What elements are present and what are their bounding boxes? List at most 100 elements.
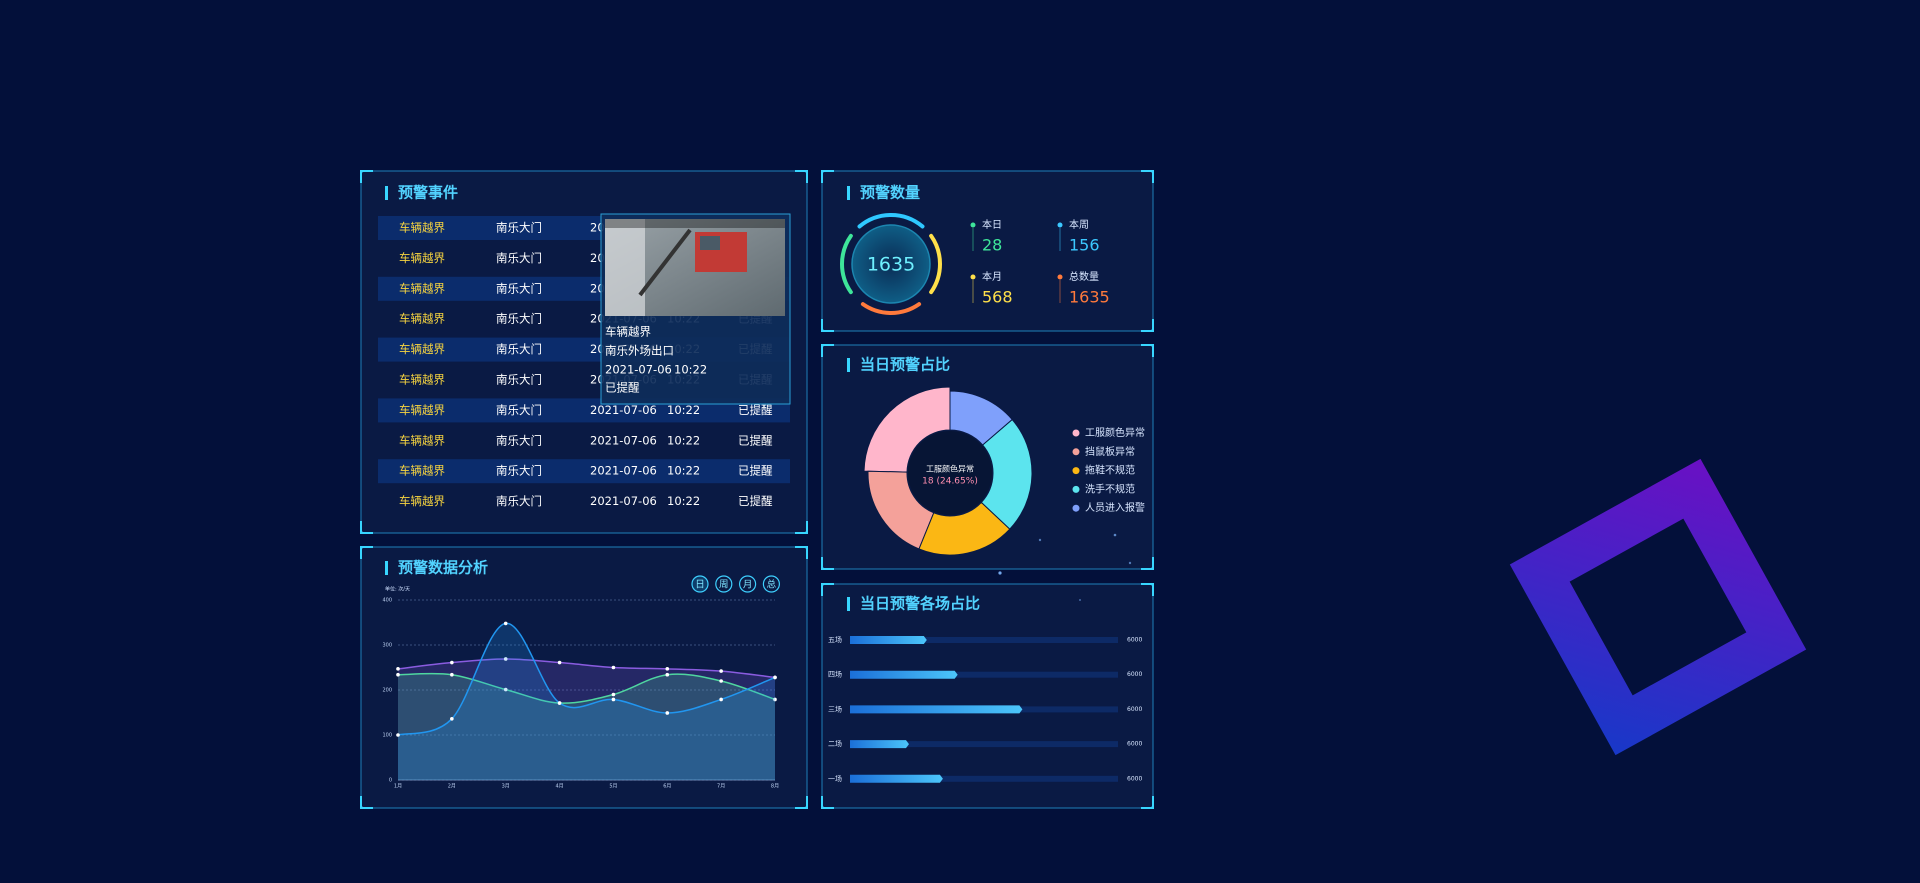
panel-title: 预警数量 <box>860 184 920 202</box>
title-marker <box>847 186 850 200</box>
title-marker <box>847 597 850 611</box>
legend-dot <box>1072 485 1080 493</box>
x-tick-label: 4月 <box>555 784 563 790</box>
panel-corner <box>795 170 808 183</box>
period-button-label[interactable]: 月 <box>743 580 753 591</box>
legend-label: 人员进入报警 <box>1085 501 1145 514</box>
x-tick-label: 6月 <box>663 784 671 790</box>
x-tick-label: 7月 <box>717 784 725 790</box>
stat-dot <box>970 274 976 280</box>
table-cell: 南乐大门 <box>496 433 542 447</box>
photo-truck-window <box>700 236 720 250</box>
legend-label: 挡鼠板异常 <box>1085 445 1135 458</box>
x-tick-label: 8月 <box>771 784 779 790</box>
series-area <box>398 673 775 780</box>
content: 车辆越界南乐大门2021-07-0610:22已提醒车辆越界南乐大门2021-0… <box>378 213 1145 790</box>
stat-value: 28 <box>982 236 1002 255</box>
panel-corner <box>795 796 808 809</box>
ring-value: 1635 <box>867 254 915 276</box>
bar-max-label: 6000 <box>1127 706 1142 713</box>
series-point <box>611 692 616 697</box>
table-cell: 已提醒 <box>738 433 773 447</box>
bar <box>850 636 927 644</box>
popup-text: 车辆越界 <box>605 325 651 339</box>
series-point <box>665 667 670 671</box>
particle <box>1128 561 1132 565</box>
particle <box>1079 599 1081 601</box>
panel-corner <box>360 170 373 183</box>
donut-slice <box>863 386 951 473</box>
table-cell: 车辆越界 <box>399 281 445 295</box>
bar-track <box>850 775 1118 782</box>
x-tick-label: 1月 <box>394 784 402 790</box>
bar-label: 一场 <box>828 774 842 783</box>
bar-label: 五场 <box>828 635 842 644</box>
series-point <box>773 675 777 680</box>
panel-corner <box>1141 319 1154 332</box>
series-point <box>450 660 454 665</box>
table-cell: 10:22 <box>667 464 700 478</box>
panel-corner <box>821 170 834 183</box>
panel-corner <box>821 583 834 596</box>
table-cell: 2021-07-06 <box>590 403 657 417</box>
table-cell: 车辆越界 <box>399 373 445 387</box>
panel-corner <box>795 546 808 559</box>
table-cell: 10:22 <box>667 433 700 447</box>
ring-arc <box>860 302 922 315</box>
bar-label: 四场 <box>828 670 842 679</box>
period-button[interactable] <box>762 575 781 593</box>
y-tick-label: 400 <box>382 598 392 604</box>
photo-banner <box>605 219 785 228</box>
series-point <box>719 669 723 673</box>
bar-track <box>850 671 1118 678</box>
panel-title: 预警数据分析 <box>398 559 488 577</box>
panel-corner <box>795 521 808 534</box>
table-cell: 车辆越界 <box>399 433 445 447</box>
period-button[interactable] <box>738 575 757 593</box>
table-cell: 2021-07-06 <box>590 433 657 447</box>
series-line <box>397 672 776 704</box>
stat-dot <box>1057 222 1063 228</box>
ring-arc <box>840 233 853 295</box>
table-cell: 已提醒 <box>738 464 773 478</box>
y-tick-label: 0 <box>389 778 392 784</box>
period-button[interactable] <box>715 575 733 593</box>
legend-label: 工服颜色异常 <box>1085 426 1145 439</box>
bar-track <box>850 741 1118 748</box>
table-cell: 10:22 <box>667 403 700 417</box>
period-button-label[interactable]: 日 <box>695 580 705 591</box>
y-tick-label: 200 <box>382 688 392 694</box>
stat-label: 本周 <box>1069 218 1089 231</box>
series-point <box>719 679 723 683</box>
series-point <box>665 711 670 715</box>
period-button-label[interactable]: 周 <box>719 580 729 591</box>
panel-corner <box>821 319 834 332</box>
particle <box>998 571 1002 575</box>
y-tick-label: 300 <box>382 643 392 649</box>
donut-hole <box>908 431 992 515</box>
legend-dot <box>1072 467 1080 475</box>
panel-corner <box>1141 344 1154 357</box>
panel-corner <box>1141 796 1154 809</box>
ring-core <box>851 224 931 304</box>
period-button[interactable] <box>691 575 709 593</box>
panel-corner <box>360 546 373 559</box>
series-point <box>503 687 508 692</box>
series-area <box>398 658 775 780</box>
series-point <box>396 672 400 677</box>
period-button-label[interactable]: 总 <box>767 579 777 591</box>
stat-value: 156 <box>1069 236 1100 255</box>
table-cell: 车辆越界 <box>399 221 445 235</box>
table-cell: 车辆越界 <box>399 494 445 508</box>
bar-label: 二场 <box>828 739 842 748</box>
legend-dot <box>1072 448 1080 456</box>
table-cell: 2021-07-06 <box>590 494 657 508</box>
x-tick-label: 2月 <box>448 784 456 790</box>
series-point <box>611 665 616 670</box>
panel-corner <box>821 557 834 570</box>
panel-corner <box>360 796 373 809</box>
stat-label: 总数量 <box>1069 270 1099 283</box>
photo-wall <box>605 219 645 316</box>
series-point <box>773 697 777 702</box>
